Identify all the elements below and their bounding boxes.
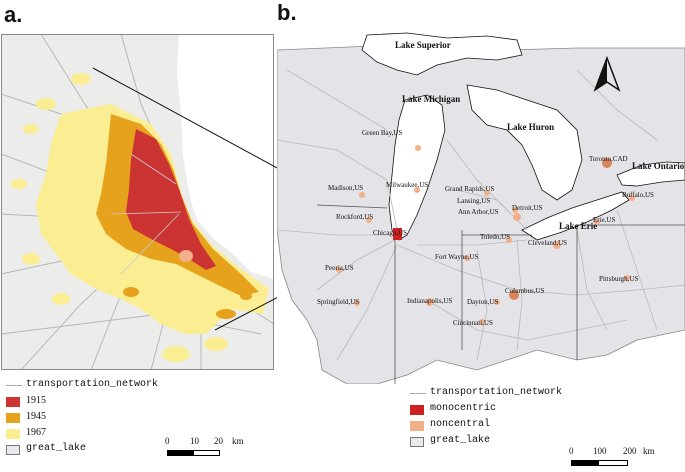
lake-label-erie: Lake Erie (559, 221, 597, 231)
lake-label-superior: Lake Superior (395, 40, 451, 50)
city-label-detroit: Detroit,US (512, 204, 543, 212)
legend-a-item-1915: 1915 (6, 394, 176, 410)
city-label-milwaukee: Milwaukee,US (386, 181, 428, 189)
city-label-grand-rapids: Grand Rapids,US (445, 185, 494, 193)
lake-label-michigan: Lake Michigan (402, 94, 460, 104)
city-label-pittsburgh: Pittsburgh,US (599, 275, 638, 283)
legend-a: transportation_network 1915 1945 1967 gr… (6, 378, 176, 458)
city-labels: Green Bay,US Madison,US Milwaukee,US Gra… (317, 129, 654, 327)
scalebar-a-segment-2 (193, 450, 220, 456)
swatch-icon (6, 429, 20, 439)
city-label-peoria: Peoria,US (325, 264, 354, 272)
swatch-icon (410, 421, 424, 431)
city-label-rockford: Rockford,US (336, 213, 373, 221)
legend-b-item-monocentric: monocentric (410, 402, 570, 418)
legend-a-item-great-lake: great_lake (6, 442, 176, 458)
lake-erie (521, 191, 630, 241)
city-label-columbus: Columbus,US (505, 287, 545, 295)
city-markers (336, 145, 635, 325)
scalebar-a-segment-1 (167, 450, 193, 456)
city-label-cleveland: Cleveland,US (528, 239, 567, 247)
panel-a-label: a. (4, 2, 23, 27)
swatch-icon (6, 413, 20, 423)
lake-labels: Lake Superior Lake Michigan Lake Huron L… (395, 40, 685, 231)
admin-borders (316, 204, 685, 384)
city-label-green-bay: Green Bay,US (362, 129, 402, 137)
city-label-toledo: Toledo,US (480, 233, 510, 241)
swatch-icon (410, 405, 424, 415)
lake-label-ontario: Lake Ontario (632, 161, 685, 171)
swatch-icon (6, 445, 20, 455)
legend-b-item-great-lake: great_lake (410, 434, 570, 450)
city-label-toronto: Toronto,CAD (589, 155, 628, 163)
city-label-dayton: Dayton,US (467, 298, 498, 306)
land-region (277, 44, 685, 384)
transportation-network-b (277, 69, 685, 361)
legend-b-item-noncentral: noncentral (410, 418, 570, 434)
lake-label-huron: Lake Huron (507, 122, 554, 132)
north-arrow-icon (593, 55, 621, 92)
scalebar-a: 0 10 20 km (160, 436, 270, 464)
legend-b-item-network: transportation_network (410, 386, 570, 402)
great-lakes (361, 32, 685, 241)
city-label-lansing: Lansing,US (457, 197, 490, 205)
scalebar-b: 0 100 200 km (565, 446, 680, 472)
city-label-chicago: Chicago,US (373, 229, 407, 237)
city-label-erie: Erie,US (593, 216, 615, 224)
city-label-fort-wayne: Fort Wayne,US (435, 253, 478, 261)
chicago-expansion-map (1, 34, 274, 370)
lake-huron (466, 84, 583, 201)
city-marker-chicago (393, 228, 402, 240)
scalebar-b-segment-2 (598, 460, 628, 466)
city-label-buffalo: Buffalo,US (622, 191, 654, 199)
city-label-ann-arbor: Ann Arbor,US (458, 208, 499, 216)
legend-a-item-1945: 1945 (6, 410, 176, 426)
city-label-springfield: Springfield,US (317, 298, 359, 306)
line-swatch-icon (410, 393, 426, 394)
line-swatch-icon (6, 385, 22, 386)
lake-ontario (616, 161, 685, 187)
city-label-madison: Madison,US (328, 184, 363, 192)
panel-b-label: b. (277, 0, 297, 25)
legend-b: transportation_network monocentric nonce… (410, 386, 570, 450)
scalebar-b-segment-1 (571, 460, 598, 466)
lake-michigan (388, 94, 446, 241)
city-label-cincinnati: Cincinnati,US (453, 319, 493, 327)
lake-superior (361, 32, 523, 76)
swatch-icon (6, 397, 20, 407)
legend-a-item-1967: 1967 (6, 426, 176, 442)
city-label-indianapolis: Indianapolis,US (407, 297, 452, 305)
great-lakes-region-map: Lake Superior Lake Michigan Lake Huron L… (277, 30, 685, 384)
legend-a-item-network: transportation_network (6, 378, 176, 394)
swatch-icon (410, 437, 424, 447)
noncentral-area-a (179, 250, 193, 262)
